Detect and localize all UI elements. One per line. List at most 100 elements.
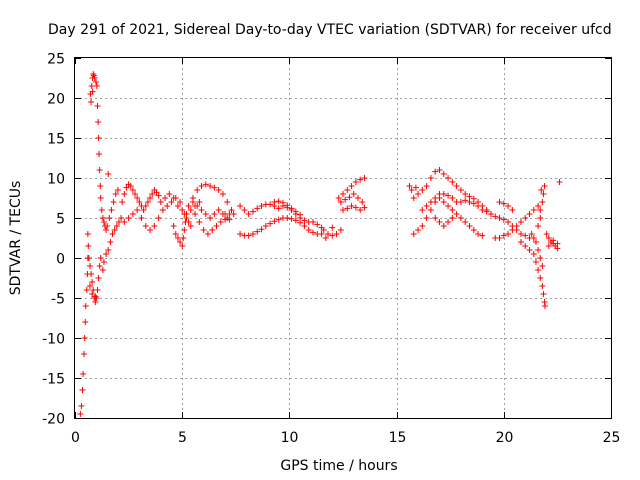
data-point (181, 227, 188, 233)
data-point (149, 191, 156, 197)
data-point (505, 219, 512, 225)
data-point (194, 203, 201, 209)
y-tick-label: 25 (47, 52, 65, 68)
data-point (423, 183, 430, 189)
data-point (537, 215, 544, 221)
data-point (245, 211, 252, 217)
data-point (288, 215, 295, 222)
data-point (228, 207, 235, 213)
data-point (106, 215, 113, 221)
data-point (550, 237, 557, 244)
data-point (297, 211, 304, 218)
data-point (97, 183, 104, 189)
x-tick-label: 25 (603, 430, 621, 446)
data-point (423, 215, 430, 221)
data-point (88, 99, 95, 105)
data-point (522, 232, 529, 239)
data-point (157, 199, 164, 205)
data-point (103, 251, 110, 257)
data-point (346, 194, 353, 201)
x-tick-label: 0 (71, 430, 80, 446)
data-point (314, 221, 321, 228)
data-point (445, 192, 452, 199)
data-point (110, 199, 117, 205)
data-point (198, 183, 205, 189)
data-point (271, 218, 278, 225)
data-point (202, 211, 209, 217)
data-point (92, 299, 99, 305)
data-point (194, 187, 201, 193)
data-point (344, 205, 351, 212)
data-point (87, 263, 94, 269)
data-point (187, 207, 194, 213)
data-point (155, 192, 162, 199)
data-point (361, 204, 368, 211)
data-point (249, 231, 256, 237)
data-point (340, 207, 346, 213)
data-point (96, 263, 103, 269)
data-point (155, 215, 162, 221)
data-point (355, 195, 362, 201)
data-point (215, 187, 222, 193)
data-point (170, 223, 177, 229)
data-point (162, 195, 169, 201)
x-tick-label: 5 (178, 430, 187, 446)
y-tick-label: 20 (47, 92, 65, 108)
data-point (174, 235, 181, 241)
data-point (185, 203, 192, 209)
data-point (427, 199, 434, 205)
data-point (535, 203, 542, 209)
data-point (172, 231, 179, 237)
data-point (297, 219, 304, 226)
x-tick-label: 20 (496, 430, 514, 446)
data-point (96, 167, 103, 173)
data-point (119, 199, 126, 205)
data-point (361, 175, 368, 181)
data-point (539, 263, 546, 269)
data-point (217, 219, 224, 225)
data-point (337, 227, 344, 233)
data-point (526, 247, 533, 253)
data-point (406, 183, 413, 189)
data-point (466, 193, 473, 200)
data-point (241, 207, 248, 213)
data-point (483, 208, 490, 215)
data-point (457, 187, 464, 193)
data-point (470, 227, 477, 233)
data-point (93, 79, 100, 85)
data-point (440, 191, 447, 197)
data-point (202, 181, 209, 188)
data-point (445, 219, 452, 225)
y-tick-label: 15 (47, 132, 65, 148)
data-point (479, 232, 486, 239)
data-point (537, 275, 544, 281)
data-point (96, 151, 103, 157)
data-point (329, 224, 336, 231)
data-point (436, 167, 443, 173)
data-point (357, 176, 364, 183)
data-point (348, 183, 355, 189)
data-point (93, 83, 100, 89)
data-point (432, 215, 439, 221)
data-point (179, 243, 186, 249)
data-point (532, 259, 539, 265)
data-point (453, 183, 460, 189)
data-point (340, 191, 346, 197)
data-point (517, 231, 524, 237)
data-point (357, 207, 364, 213)
data-point (77, 411, 84, 417)
data-point (288, 205, 295, 212)
data-point (140, 207, 147, 213)
data-point (475, 231, 482, 237)
data-point (292, 217, 299, 224)
data-point (94, 287, 101, 293)
data-point (164, 203, 171, 209)
data-point (97, 255, 104, 261)
y-axis-title: SDTVAR / TECUs (8, 181, 24, 296)
data-point (174, 203, 181, 209)
grid (75, 58, 611, 418)
data-point (292, 208, 299, 215)
data-point (522, 215, 529, 221)
data-point (134, 207, 141, 213)
data-point (309, 229, 316, 236)
